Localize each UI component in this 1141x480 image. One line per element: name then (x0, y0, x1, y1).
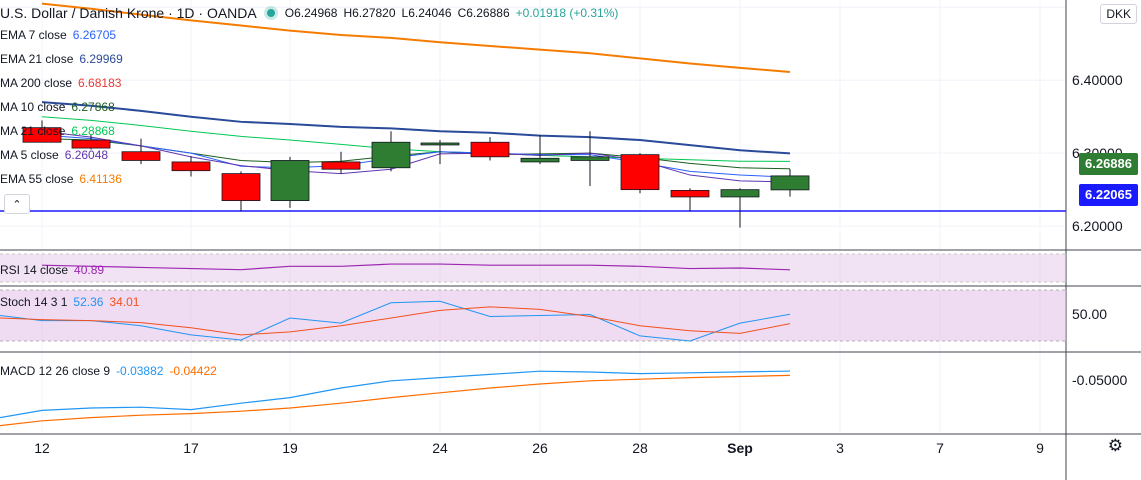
x-tick-label: 19 (282, 440, 298, 456)
x-tick-label: Sep (727, 440, 753, 456)
market-status-dot-icon (266, 9, 275, 17)
macd-legend[interactable]: MACD 12 26 close 9 -0.03882 -0.04422 (0, 362, 221, 380)
currency-badge[interactable]: DKK (1100, 4, 1137, 24)
x-tick-label: 17 (183, 440, 199, 456)
indicator-legend-row[interactable]: MA 10 close 6.27868 (0, 98, 119, 116)
macd-label: MACD 12 26 close 9 (0, 364, 111, 378)
macd-y-tick-label: -0.05000 (1072, 372, 1127, 388)
candle-body (670, 189, 710, 198)
macd-value: -0.03882 (116, 364, 164, 378)
candle-body (371, 141, 411, 169)
rsi-pane-bg (0, 254, 1066, 284)
rsi-legend[interactable]: RSI 14 close 40.89 (0, 261, 108, 279)
close-value: C6.26886 (457, 6, 510, 20)
main-pane-bg (0, 0, 1066, 248)
rsi-label: RSI 14 close (0, 263, 69, 277)
chevron-up-icon: ⌃ (12, 198, 22, 211)
candle-body (470, 141, 510, 158)
stoch-label: Stoch 14 3 1 (0, 295, 68, 309)
macd-pane-bg (0, 356, 1066, 432)
change-value: +0.01918 (+0.31%) (515, 6, 619, 20)
last-price-tag: 6.26886 (1079, 153, 1138, 175)
indicator-value: 6.27868 (71, 100, 115, 114)
candle-body (420, 142, 460, 146)
series-line (41, 116, 791, 162)
macd-signal-line (0, 374, 791, 427)
series-line (41, 2, 791, 73)
y-tick-label: 6.40000 (1072, 72, 1123, 88)
y-tick-label: 6.20000 (1072, 218, 1123, 234)
candle-body (620, 154, 660, 191)
series-line (41, 134, 791, 178)
series-line (41, 101, 791, 155)
candle-body (570, 156, 610, 161)
indicator-value: 6.41136 (79, 172, 122, 186)
candle-body (520, 157, 560, 163)
collapse-legend-button[interactable]: ⌃ (4, 194, 30, 214)
indicator-label: MA 10 close (0, 100, 66, 114)
macd-signal-value: -0.04422 (169, 364, 217, 378)
x-tick-label: 24 (432, 440, 448, 456)
stoch-y-tick-label: 50.00 (1072, 306, 1107, 322)
indicator-legend-row[interactable]: EMA 55 close 6.41136 (0, 170, 126, 188)
candle-body (221, 173, 261, 201)
indicator-label: EMA 55 close (0, 172, 74, 186)
symbol-title[interactable]: U.S. Dollar / Danish Krone · 1D · OANDA (0, 5, 257, 21)
open-value: O6.24968 (284, 6, 338, 20)
indicator-label: EMA 21 close (0, 52, 74, 66)
low-value: L6.24046 (401, 6, 452, 20)
indicator-label: MA 21 close (0, 124, 66, 138)
indicator-value: 6.68183 (78, 76, 122, 90)
indicator-legend-row[interactable]: EMA 21 close 6.29969 (0, 50, 127, 68)
x-tick-label: 26 (532, 440, 548, 456)
x-tick-label: 12 (34, 440, 50, 456)
indicator-legend-row[interactable]: MA 5 close 6.26048 (0, 146, 112, 164)
candle-body (321, 161, 361, 170)
x-tick-label: 7 (936, 440, 944, 456)
stoch-d-value: 34.01 (109, 295, 140, 309)
stoch-k-line (0, 300, 791, 342)
macd-line (0, 370, 791, 419)
stoch-k-value: 52.36 (73, 295, 104, 309)
x-tick-label: 9 (1036, 440, 1044, 456)
rsi-value: 40.89 (74, 263, 105, 277)
candle-body (22, 127, 62, 143)
high-value: H6.27820 (343, 6, 396, 20)
indicator-label: MA 5 close (0, 148, 59, 162)
candle-body (71, 139, 111, 149)
indicator-label: EMA 7 close (0, 28, 67, 42)
stoch-d-line (0, 306, 791, 336)
candle-body (770, 175, 810, 191)
candle-body (171, 161, 211, 172)
candle-body (121, 151, 161, 161)
horizontal-line-price-tag: 6.22065 (1079, 184, 1138, 206)
indicator-value: 6.26048 (64, 148, 109, 162)
indicator-legend-row[interactable]: MA 200 close 6.68183 (0, 74, 125, 92)
rsi-line (41, 263, 791, 271)
indicator-value: 6.26705 (72, 28, 117, 42)
series-line (41, 130, 791, 183)
indicator-value: 6.29969 (79, 52, 123, 66)
symbol-header: U.S. Dollar / Danish Krone · 1D · OANDA … (0, 4, 618, 22)
indicator-legend-row[interactable]: MA 21 close 6.28868 (0, 122, 119, 140)
candle-body (270, 160, 310, 201)
x-tick-label: 28 (632, 440, 648, 456)
settings-gear-icon[interactable]: ⚙ (1107, 436, 1123, 455)
candle-body (720, 189, 760, 198)
stoch-legend[interactable]: Stoch 14 3 1 52.36 34.01 (0, 293, 143, 311)
indicator-value: 6.28868 (71, 124, 115, 138)
indicator-legend-row[interactable]: EMA 7 close 6.26705 (0, 26, 120, 44)
x-tick-label: 3 (836, 440, 844, 456)
indicator-label: MA 200 close (0, 76, 73, 90)
